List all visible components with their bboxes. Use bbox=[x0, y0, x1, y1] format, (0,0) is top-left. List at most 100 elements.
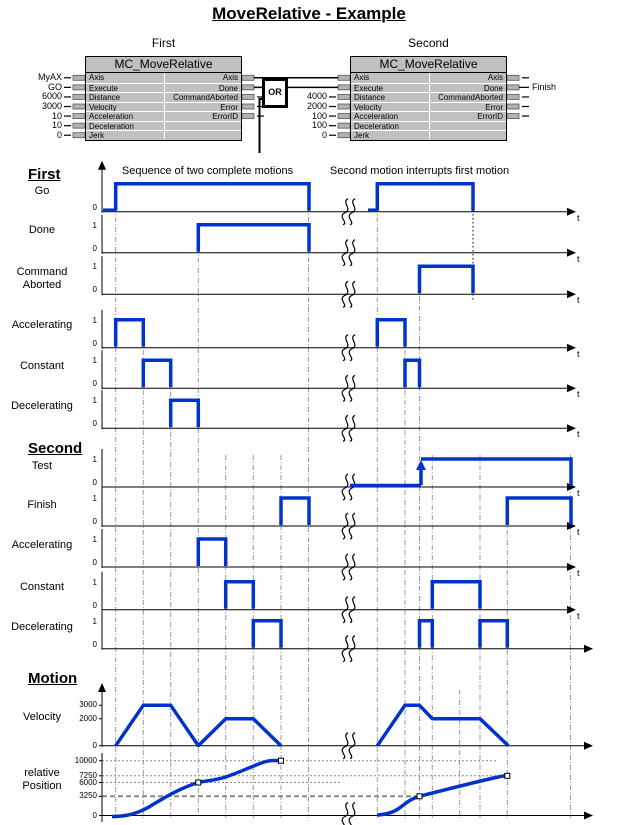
axis-arrow-icon bbox=[567, 384, 576, 393]
block-divider bbox=[163, 73, 165, 139]
position-marker bbox=[195, 779, 202, 786]
position-curve bbox=[376, 774, 508, 817]
signal-pulse bbox=[168, 398, 201, 428]
output-pin-stub bbox=[241, 94, 255, 100]
output-pin-stub bbox=[506, 113, 520, 119]
time-break-icon bbox=[341, 512, 349, 540]
position-marker bbox=[504, 772, 511, 779]
input-value: GO bbox=[47, 81, 62, 92]
input-pin-stub bbox=[337, 122, 351, 129]
input-pin-stub bbox=[72, 122, 86, 129]
signal-label: Decelerating bbox=[11, 621, 73, 633]
section-header: Second bbox=[28, 440, 83, 457]
position-tick-label: 6000 bbox=[79, 777, 97, 787]
input-value: 100 bbox=[311, 110, 327, 121]
time-break-icon bbox=[341, 596, 349, 624]
axis-arrow-icon bbox=[567, 207, 576, 216]
input-pin-label: Jerk bbox=[89, 131, 105, 141]
tick-label: 0 bbox=[92, 243, 97, 253]
input-pin-label: Deceleration bbox=[89, 121, 134, 131]
tick-label: 1 bbox=[92, 220, 97, 230]
input-pin-stub bbox=[72, 132, 86, 139]
velocity-tick-label: 2000 bbox=[79, 713, 97, 723]
input-pin-label: Axis bbox=[354, 73, 370, 82]
time-break-icon bbox=[348, 414, 356, 442]
signal-label: Decelerating bbox=[11, 400, 73, 412]
output-pin-label: ErrorID bbox=[477, 112, 503, 122]
test-rise-arrow-icon bbox=[416, 460, 426, 470]
signal-label: Constant bbox=[19, 581, 65, 593]
input-value: 0 bbox=[321, 129, 327, 140]
tick-label: 1 bbox=[92, 494, 97, 503]
signal-pulse bbox=[223, 579, 256, 609]
axis-arrow-up-icon bbox=[98, 683, 106, 692]
position-label: relative bbox=[24, 767, 60, 779]
signal-pulse bbox=[113, 181, 311, 211]
block-divider bbox=[428, 73, 430, 139]
time-break-icon bbox=[341, 473, 349, 501]
output-pin-stub bbox=[241, 113, 255, 119]
t-axis-label: t bbox=[577, 527, 580, 537]
time-break-icon bbox=[348, 374, 356, 402]
signal-label: Test bbox=[31, 460, 53, 472]
tick-label: 1 bbox=[92, 455, 97, 464]
tick-label: 1 bbox=[92, 356, 97, 366]
page-title: MoveRelative - Example bbox=[212, 4, 406, 23]
signal-pulse bbox=[196, 222, 311, 252]
signal-label: Command bbox=[16, 266, 68, 278]
input-pin-label: Jerk bbox=[354, 131, 370, 141]
signal-pulse bbox=[505, 496, 573, 525]
position-tick-label: 10000 bbox=[74, 755, 97, 765]
input-pin-stub bbox=[337, 74, 351, 81]
output-pin-label: Done bbox=[218, 83, 238, 93]
input-pin-stub bbox=[337, 84, 351, 91]
tick-label: 0 bbox=[92, 517, 97, 526]
tick-label: 0 bbox=[92, 419, 97, 429]
first-block-caption: First bbox=[151, 36, 176, 50]
signal-pulse bbox=[421, 457, 573, 486]
input-value: MyAX bbox=[37, 72, 62, 83]
time-break-icon bbox=[348, 512, 356, 540]
tick-label: 1 bbox=[92, 616, 97, 626]
output-pin-label: Axis bbox=[222, 73, 238, 82]
time-break-icon bbox=[348, 553, 356, 581]
tick-label: 0 bbox=[92, 285, 97, 295]
time-break-icon bbox=[341, 635, 349, 663]
input-pin-label: Distance bbox=[354, 93, 386, 103]
velocity-tick-label: 3000 bbox=[79, 700, 97, 710]
input-pin-label: Deceleration bbox=[354, 121, 399, 131]
velocity-tick-label: 0 bbox=[92, 740, 97, 750]
input-pin-label: Axis bbox=[89, 73, 105, 82]
t-axis-label: t bbox=[577, 212, 580, 223]
velocity-label: Velocity bbox=[23, 711, 61, 723]
time-break-icon bbox=[341, 198, 349, 226]
position-marker bbox=[278, 757, 284, 764]
finish-wire-label: Finish bbox=[532, 82, 557, 92]
section-header: Motion bbox=[28, 670, 78, 687]
t-axis-label: t bbox=[577, 389, 580, 400]
time-break-icon bbox=[341, 239, 349, 267]
input-pin-stub bbox=[337, 94, 351, 100]
output-pin-label: ErrorID bbox=[212, 112, 238, 122]
t-axis-label: t bbox=[577, 295, 580, 306]
time-break-icon bbox=[348, 198, 356, 226]
output-pin-stub bbox=[241, 74, 255, 81]
output-pin-stub bbox=[506, 103, 520, 110]
function-block-second: MC_MoveRelative Axis Axis Execute Done Dista… bbox=[350, 56, 507, 141]
input-pin-stub bbox=[72, 103, 86, 110]
axis-arrow-up-icon bbox=[98, 160, 106, 170]
time-break-icon bbox=[341, 732, 349, 760]
input-value: 0 bbox=[56, 129, 62, 140]
output-pin-stub bbox=[506, 84, 520, 91]
input-pin-label: Velocity bbox=[354, 102, 382, 112]
velocity-curve bbox=[375, 703, 510, 747]
input-value: 100 bbox=[311, 120, 327, 131]
time-break-icon bbox=[341, 280, 349, 308]
time-break-icon bbox=[348, 334, 356, 362]
t-axis-label: t bbox=[577, 253, 580, 264]
time-break-icon bbox=[341, 374, 349, 402]
tick-label: 0 bbox=[92, 338, 97, 348]
signal-pulse bbox=[417, 264, 475, 294]
left-scenario-caption: Sequence of two complete motions bbox=[121, 165, 294, 177]
